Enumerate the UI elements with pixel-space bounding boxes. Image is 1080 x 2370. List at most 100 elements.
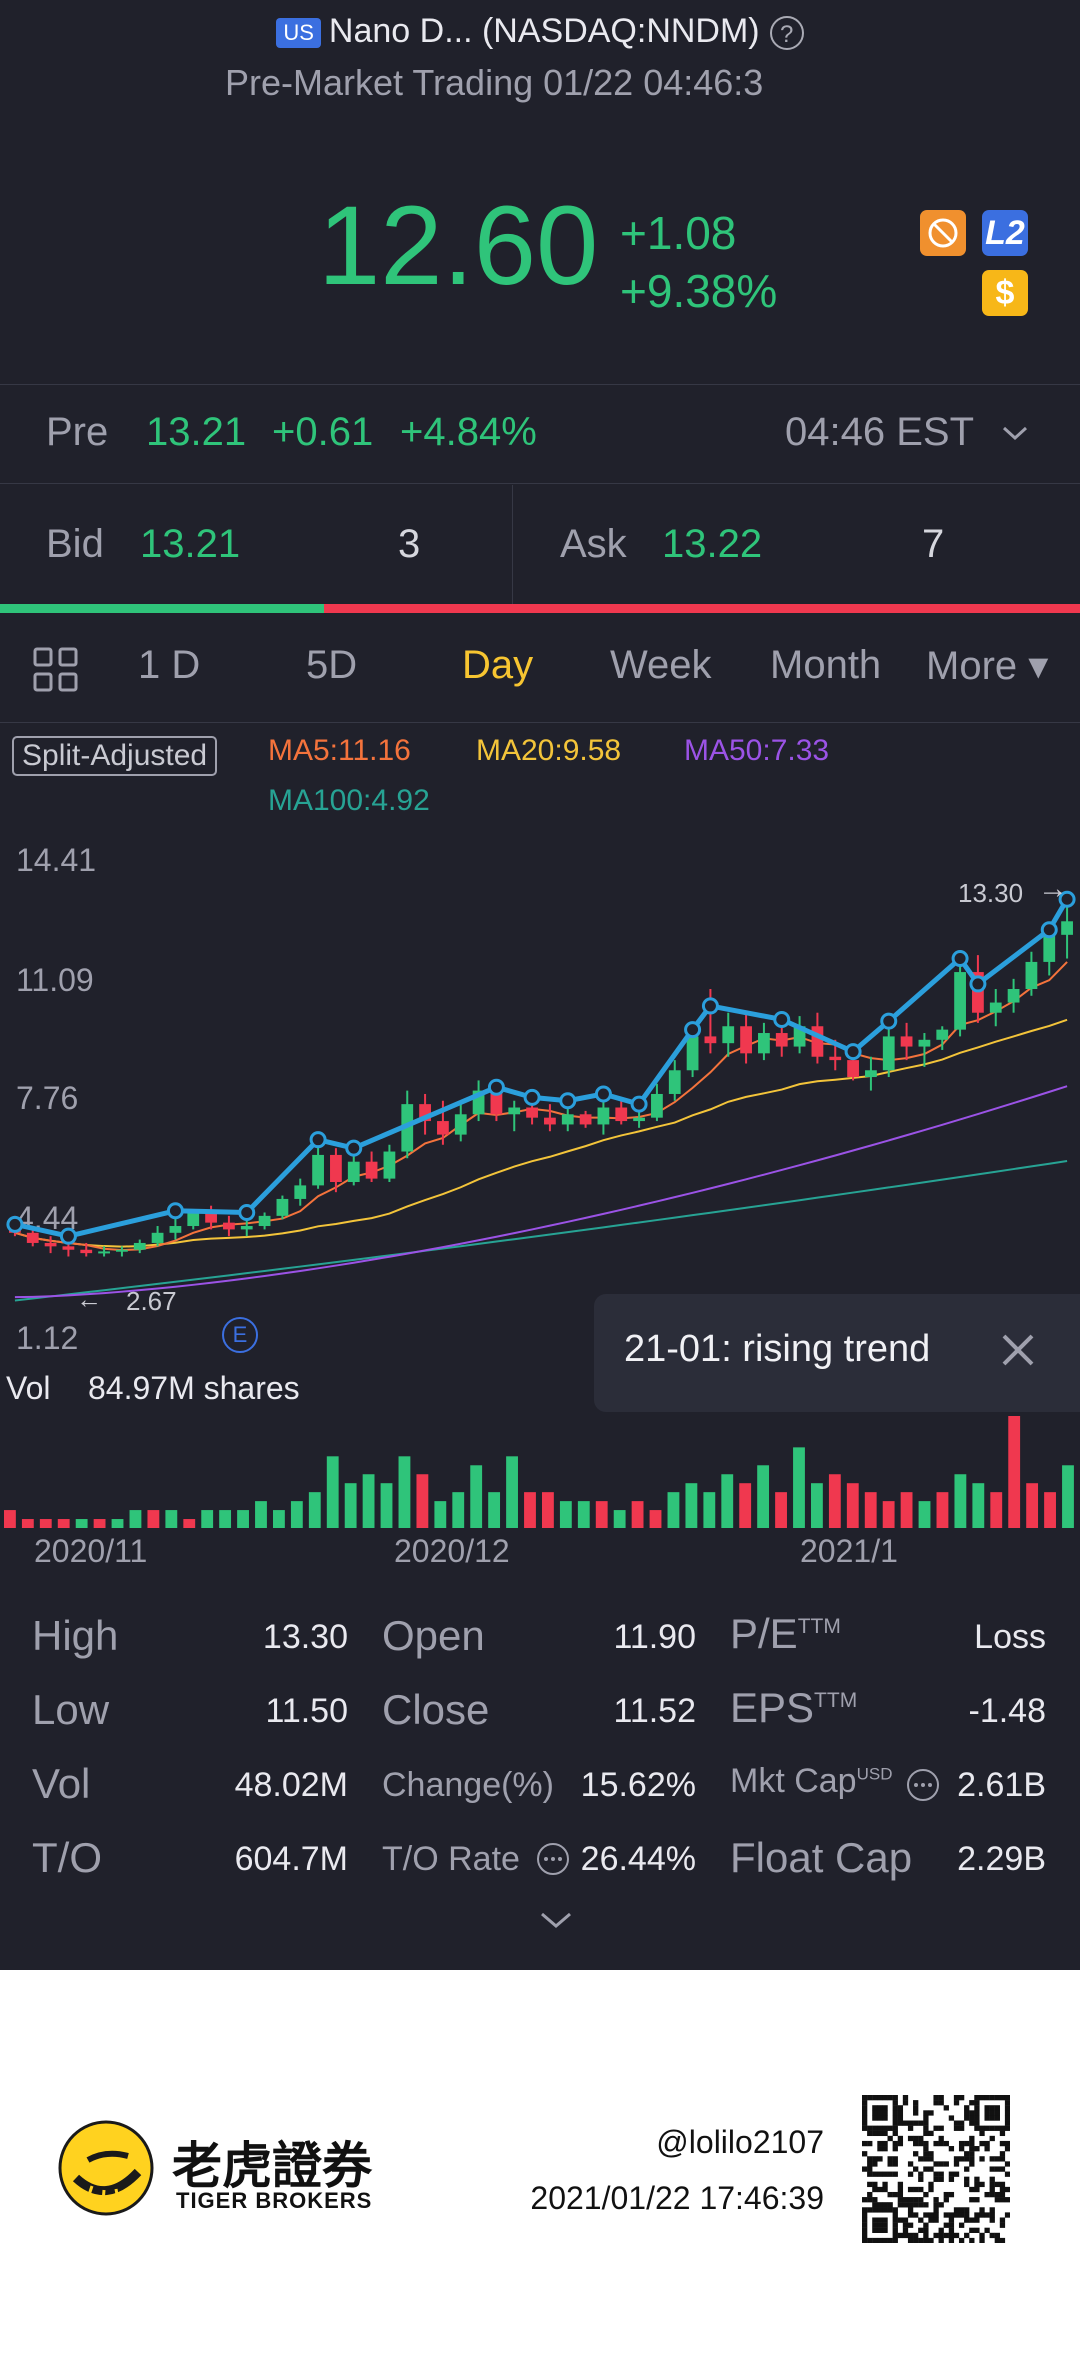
more-info-icon[interactable] <box>536 1842 570 1881</box>
y-axis-tick: 1.12 <box>16 1320 79 1356</box>
price-change: +1.08 <box>620 207 737 259</box>
header-title-row[interactable]: US Nano D... (NASDAQ:NNDM)? <box>0 12 1080 51</box>
qr-module <box>969 2115 975 2121</box>
volume-bar <box>864 1492 877 1528</box>
more-info-icon[interactable] <box>906 1768 940 1807</box>
candlestick-chart[interactable] <box>0 850 1080 1320</box>
qr-module <box>892 2171 898 2177</box>
expand-chevron-icon[interactable] <box>538 1908 574 1937</box>
candle-body <box>169 1226 182 1233</box>
volume-bar <box>237 1510 249 1528</box>
candle-body <box>490 1090 503 1115</box>
qr-module <box>969 2100 975 2106</box>
y-axis-tick: 14.41 <box>16 842 97 878</box>
chevron-down-icon[interactable] <box>1000 418 1030 453</box>
candle-body <box>223 1222 235 1230</box>
qr-module <box>1004 2125 1010 2131</box>
level2-icon[interactable]: L2 <box>982 210 1028 256</box>
qr-module <box>913 2232 919 2239</box>
split-adjusted-toggle[interactable]: Split-Adjusted <box>12 736 218 776</box>
premarket-time[interactable]: 04:46 EST <box>785 410 975 454</box>
stat-close-value: 11.52 <box>613 1692 696 1730</box>
tab-day[interactable]: Day <box>462 643 534 687</box>
qr-module <box>877 2202 883 2208</box>
stat-open-value: 11.90 <box>613 1618 696 1656</box>
qr-module <box>892 2191 898 2198</box>
volume-bar <box>39 1519 52 1528</box>
qr-module <box>969 2197 975 2203</box>
qr-module <box>994 2197 1000 2203</box>
qr-module <box>872 2202 878 2208</box>
volume-chart[interactable] <box>0 1410 1080 1528</box>
volume-bar <box>990 1492 1003 1528</box>
qr-module <box>882 2181 888 2188</box>
tab-1d[interactable]: 1 D <box>138 643 201 687</box>
qr-module <box>872 2227 878 2233</box>
tab-week[interactable]: Week <box>610 643 712 687</box>
candle-body <box>561 1114 574 1125</box>
qr-module <box>974 2176 980 2182</box>
qr-module <box>994 2110 1000 2116</box>
tab-more[interactable]: More ▾ <box>926 644 1049 688</box>
volume-bar <box>308 1492 321 1528</box>
qr-module <box>979 2140 985 2147</box>
volume-bar <box>667 1492 680 1528</box>
qr-module <box>862 2207 868 2213</box>
qr-module <box>882 2146 888 2152</box>
volume-bar <box>739 1483 752 1528</box>
last-price: 12.60 <box>318 183 599 308</box>
qr-module <box>862 2125 868 2131</box>
stat-to-label: T/O <box>32 1834 102 1881</box>
qr-module <box>872 2125 878 2131</box>
qr-module <box>958 2212 965 2218</box>
qr-module <box>877 2171 883 2177</box>
help-icon[interactable]: ? <box>769 16 804 51</box>
volume-bar <box>972 1483 985 1528</box>
qr-module <box>984 2191 990 2198</box>
qr-module <box>974 2181 980 2188</box>
tab-month[interactable]: Month <box>770 643 882 687</box>
tab-5d[interactable]: 5D <box>306 643 358 687</box>
qr-module <box>1004 2186 1010 2193</box>
grid-icon[interactable] <box>32 646 80 699</box>
qr-module <box>1004 2171 1010 2177</box>
earnings-event-marker[interactable]: E <box>222 1317 258 1353</box>
qr-module <box>964 2212 970 2218</box>
stat-mktcap-value: 2.61B <box>957 1766 1046 1804</box>
candle-body <box>865 1070 877 1078</box>
qr-module <box>867 2191 873 2198</box>
qr-module <box>862 2197 868 2203</box>
qr-module <box>892 2120 898 2126</box>
qr-module <box>907 2125 914 2131</box>
qr-module <box>923 2222 929 2228</box>
qr-module <box>897 2197 904 2203</box>
dollar-icon[interactable]: $ <box>982 270 1028 316</box>
qr-module <box>923 2237 929 2243</box>
stat-open-label: Open <box>382 1612 485 1659</box>
qr-module <box>943 2232 949 2239</box>
close-icon[interactable] <box>998 1330 1038 1375</box>
qr-module <box>979 2207 985 2213</box>
qr-module <box>994 2125 1000 2131</box>
qr-module <box>918 2120 924 2126</box>
stat-changepct-value: 15.62% <box>580 1766 696 1804</box>
volume-bar <box>75 1519 88 1528</box>
volume-bar <box>488 1492 501 1528</box>
qr-module <box>923 2212 929 2218</box>
no-shorting-icon[interactable] <box>920 210 966 256</box>
qr-module <box>902 2227 909 2233</box>
qr-module <box>984 2105 990 2111</box>
qr-module <box>928 2217 934 2223</box>
qr-module <box>999 2156 1006 2162</box>
qr-module <box>923 2227 929 2233</box>
qr-module <box>933 2100 939 2106</box>
candle-body <box>133 1242 146 1250</box>
bid-ratio-bar <box>0 604 324 613</box>
qr-module <box>872 2105 878 2111</box>
y-axis-tick: 11.09 <box>16 962 94 998</box>
ma20-label: MA20:9.58 <box>476 734 622 767</box>
qr-module <box>923 2156 929 2162</box>
qr-module <box>907 2207 914 2213</box>
qr-module <box>933 2140 939 2147</box>
qr-module <box>892 2222 898 2228</box>
